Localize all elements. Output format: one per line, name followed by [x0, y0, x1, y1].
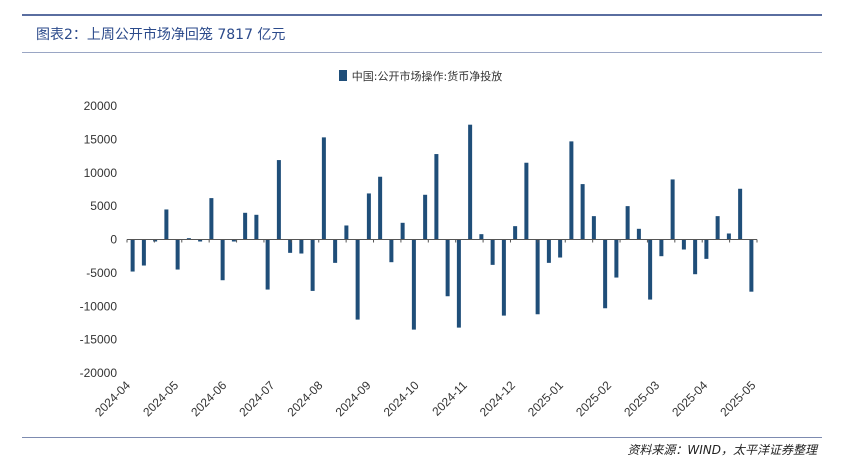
caption-rule	[22, 52, 822, 53]
y-tick-label: 15000	[84, 132, 118, 146]
bar	[411, 239, 416, 330]
bar	[186, 238, 191, 240]
x-tick-label: 2024-12	[477, 378, 518, 419]
bar	[130, 239, 135, 272]
bar	[299, 239, 304, 254]
bar	[479, 234, 484, 240]
bar	[400, 222, 405, 240]
bar	[648, 239, 653, 300]
bar	[490, 239, 495, 265]
bar	[738, 188, 743, 240]
y-tick-label: 5000	[90, 199, 117, 213]
bar	[513, 226, 518, 240]
y-tick-label: 0	[110, 233, 117, 247]
bar	[614, 239, 619, 278]
bar	[625, 206, 630, 240]
x-tick-label: 2024-08	[284, 378, 325, 419]
top-rule	[22, 14, 822, 16]
bottom-rule	[22, 437, 822, 438]
bar	[546, 239, 551, 263]
bar	[726, 233, 731, 240]
bar	[715, 216, 720, 240]
x-tick-label: 2024-11	[429, 378, 470, 419]
bar	[254, 214, 259, 240]
bar	[220, 239, 225, 281]
bar	[141, 239, 146, 266]
bar	[468, 124, 473, 240]
bar	[366, 193, 371, 240]
bar	[276, 160, 281, 240]
bar	[344, 225, 349, 240]
x-tick-label: 2025-03	[621, 378, 662, 419]
bar	[456, 239, 461, 328]
y-tick-label: -5000	[86, 266, 117, 280]
bar	[423, 194, 428, 240]
x-tick-label: 2025-02	[573, 378, 614, 419]
bar	[580, 184, 585, 240]
bar	[569, 141, 574, 240]
bar	[681, 239, 686, 250]
bar	[636, 228, 641, 240]
bar	[558, 239, 563, 258]
x-tick-label: 2024-10	[381, 378, 422, 419]
bar	[704, 239, 709, 259]
bar	[389, 239, 394, 263]
x-tick-label: 2024-07	[236, 378, 277, 419]
bar	[198, 239, 203, 242]
y-tick-label: -20000	[80, 366, 118, 380]
x-tick-label: 2025-05	[717, 378, 758, 419]
bar	[501, 239, 506, 316]
x-tick-label: 2024-09	[333, 378, 374, 419]
bar	[659, 239, 664, 257]
y-tick-label: 20000	[84, 99, 118, 113]
bar	[175, 239, 180, 270]
bar	[231, 239, 236, 242]
legend: 中国:公开市场操作:货币净投放	[0, 68, 841, 84]
bar	[164, 209, 169, 240]
bar	[355, 239, 360, 320]
x-tick-label: 2024-04	[92, 378, 133, 419]
y-tick-label: -10000	[80, 299, 118, 313]
x-tick-label: 2024-06	[188, 378, 229, 419]
source-note: 资料来源：WIND，太平洋证券整理	[627, 443, 817, 457]
legend-swatch	[338, 70, 347, 81]
bar	[209, 198, 214, 240]
bar	[434, 154, 439, 240]
bar	[603, 239, 608, 309]
bar	[670, 179, 675, 240]
figure-caption: 图表2：上周公开市场净回笼 7817 亿元	[36, 27, 286, 43]
bar	[333, 239, 338, 263]
bar	[445, 239, 450, 297]
bar-chart: -20000 -15000 -10000 -5000 0 5000 10000 15000 20…	[80, 99, 759, 419]
bar	[310, 239, 315, 291]
bar	[693, 239, 698, 275]
x-tick-label: 2025-01	[525, 378, 566, 419]
legend-label: 中国:公开市场操作:货币净投放	[351, 70, 503, 83]
bar	[591, 216, 596, 240]
y-tick-label: -15000	[80, 333, 118, 347]
bar	[243, 212, 248, 240]
bar	[535, 239, 540, 315]
bar	[288, 239, 293, 253]
bar	[153, 239, 158, 242]
bar	[524, 162, 529, 240]
y-tick-label: 10000	[84, 166, 118, 180]
x-tick-label: 2024-05	[140, 378, 181, 419]
bar	[378, 176, 383, 240]
bar	[265, 239, 270, 290]
bar	[321, 137, 326, 240]
bar	[749, 239, 754, 292]
x-tick-label: 2025-04	[669, 378, 710, 419]
